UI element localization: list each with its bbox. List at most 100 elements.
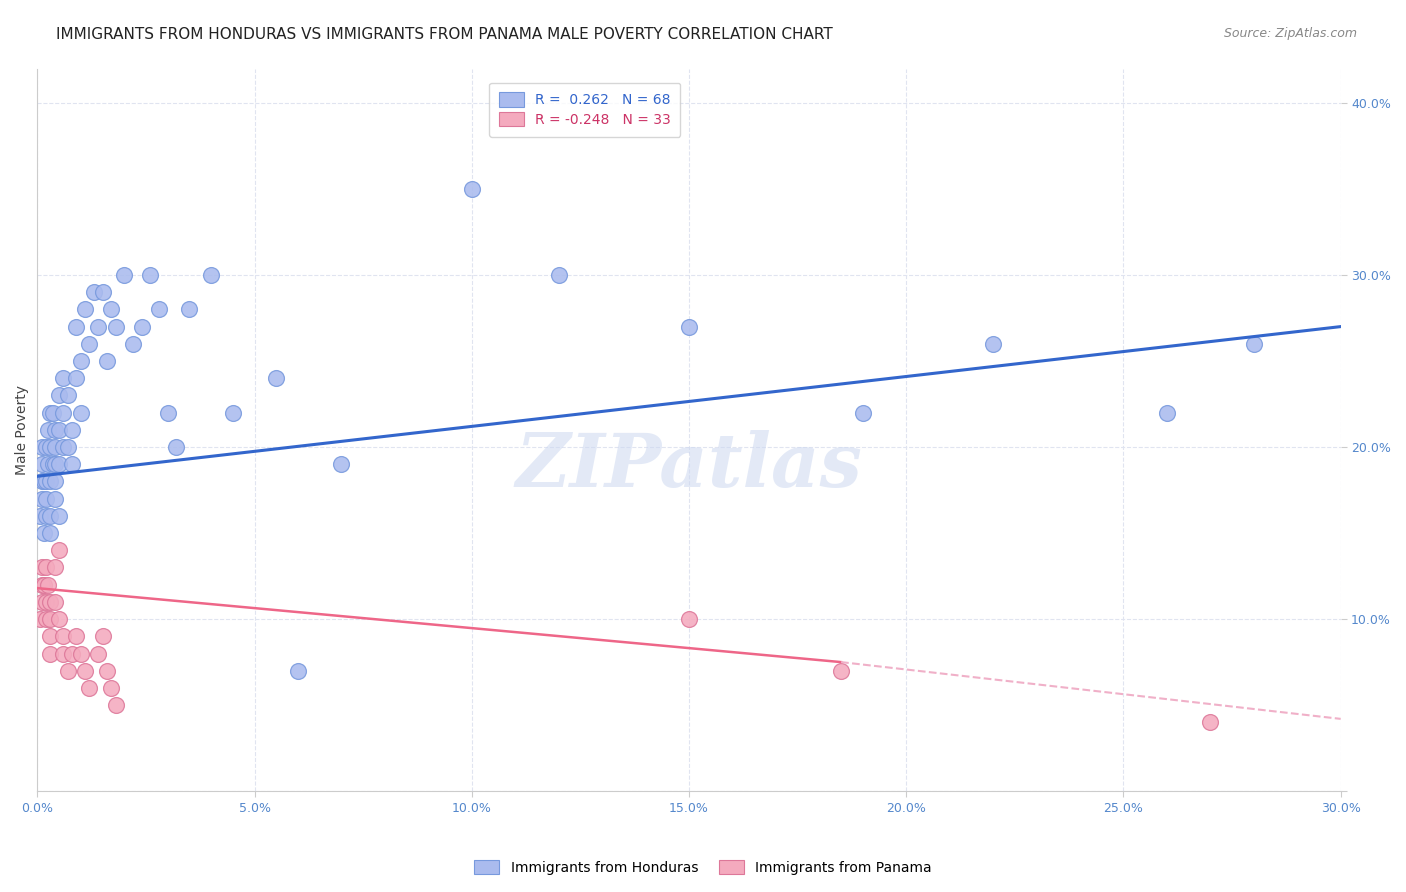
Point bbox=[96, 354, 118, 368]
Point bbox=[56, 388, 79, 402]
Point bbox=[148, 302, 170, 317]
Point bbox=[83, 285, 105, 300]
Point bbox=[75, 664, 97, 678]
Point bbox=[65, 319, 87, 334]
Point bbox=[39, 406, 62, 420]
Point bbox=[830, 664, 852, 678]
Point bbox=[104, 698, 127, 712]
Point bbox=[32, 526, 55, 541]
Point bbox=[69, 406, 91, 420]
Point bbox=[48, 543, 70, 558]
Point bbox=[48, 423, 70, 437]
Point bbox=[1199, 715, 1222, 730]
Point bbox=[678, 319, 700, 334]
Point bbox=[156, 406, 179, 420]
Point bbox=[48, 388, 70, 402]
Point bbox=[547, 268, 569, 282]
Point bbox=[69, 647, 91, 661]
Point bbox=[139, 268, 162, 282]
Point bbox=[461, 182, 484, 196]
Point bbox=[1243, 336, 1265, 351]
Point bbox=[44, 440, 66, 454]
Point bbox=[44, 560, 66, 574]
Text: Source: ZipAtlas.com: Source: ZipAtlas.com bbox=[1223, 27, 1357, 40]
Point bbox=[222, 406, 245, 420]
Point bbox=[39, 595, 62, 609]
Point bbox=[44, 491, 66, 506]
Y-axis label: Male Poverty: Male Poverty bbox=[15, 384, 30, 475]
Point bbox=[35, 475, 58, 489]
Point bbox=[981, 336, 1004, 351]
Legend: Immigrants from Honduras, Immigrants from Panama: Immigrants from Honduras, Immigrants fro… bbox=[468, 855, 938, 880]
Point bbox=[35, 440, 58, 454]
Point bbox=[28, 612, 51, 626]
Point bbox=[287, 664, 309, 678]
Point bbox=[35, 491, 58, 506]
Point bbox=[39, 647, 62, 661]
Point bbox=[122, 336, 145, 351]
Point bbox=[87, 647, 110, 661]
Point bbox=[79, 336, 101, 351]
Point bbox=[48, 612, 70, 626]
Point bbox=[35, 595, 58, 609]
Point bbox=[31, 457, 53, 471]
Point bbox=[39, 612, 62, 626]
Point bbox=[131, 319, 153, 334]
Point bbox=[165, 440, 187, 454]
Point bbox=[678, 612, 700, 626]
Point bbox=[60, 423, 83, 437]
Point bbox=[37, 577, 59, 591]
Point bbox=[31, 440, 53, 454]
Point bbox=[44, 595, 66, 609]
Point bbox=[35, 560, 58, 574]
Point bbox=[100, 302, 122, 317]
Point bbox=[31, 491, 53, 506]
Point bbox=[32, 475, 55, 489]
Point bbox=[65, 629, 87, 643]
Point bbox=[112, 268, 135, 282]
Point bbox=[39, 508, 62, 523]
Point bbox=[39, 440, 62, 454]
Point bbox=[37, 457, 59, 471]
Point bbox=[69, 354, 91, 368]
Point bbox=[60, 457, 83, 471]
Point bbox=[60, 647, 83, 661]
Point bbox=[852, 406, 875, 420]
Point bbox=[266, 371, 288, 385]
Point bbox=[52, 371, 75, 385]
Point bbox=[44, 475, 66, 489]
Point bbox=[37, 423, 59, 437]
Point bbox=[35, 612, 58, 626]
Point bbox=[87, 319, 110, 334]
Point bbox=[52, 647, 75, 661]
Point bbox=[75, 302, 97, 317]
Point bbox=[31, 475, 53, 489]
Point bbox=[104, 319, 127, 334]
Point bbox=[39, 629, 62, 643]
Point bbox=[48, 508, 70, 523]
Point bbox=[79, 681, 101, 695]
Point bbox=[41, 457, 63, 471]
Point bbox=[31, 595, 53, 609]
Point bbox=[48, 457, 70, 471]
Point bbox=[96, 664, 118, 678]
Point bbox=[200, 268, 222, 282]
Point bbox=[52, 406, 75, 420]
Point bbox=[91, 285, 114, 300]
Point bbox=[44, 423, 66, 437]
Text: IMMIGRANTS FROM HONDURAS VS IMMIGRANTS FROM PANAMA MALE POVERTY CORRELATION CHAR: IMMIGRANTS FROM HONDURAS VS IMMIGRANTS F… bbox=[56, 27, 832, 42]
Legend: R =  0.262   N = 68, R = -0.248   N = 33: R = 0.262 N = 68, R = -0.248 N = 33 bbox=[489, 83, 681, 136]
Point bbox=[65, 371, 87, 385]
Point bbox=[32, 577, 55, 591]
Point bbox=[39, 475, 62, 489]
Point bbox=[100, 681, 122, 695]
Point bbox=[56, 440, 79, 454]
Point bbox=[31, 560, 53, 574]
Point bbox=[179, 302, 201, 317]
Point bbox=[1156, 406, 1178, 420]
Point bbox=[52, 629, 75, 643]
Point bbox=[52, 440, 75, 454]
Point bbox=[28, 508, 51, 523]
Point bbox=[330, 457, 353, 471]
Point bbox=[39, 526, 62, 541]
